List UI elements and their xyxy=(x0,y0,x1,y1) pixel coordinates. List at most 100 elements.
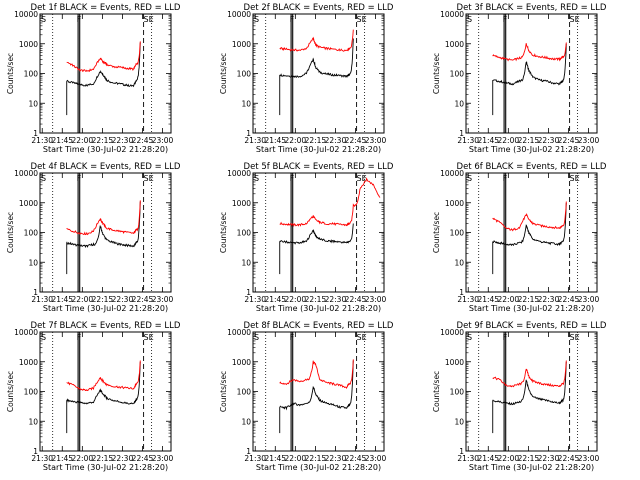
series-line-events xyxy=(492,202,567,247)
x-tick-label: 22:45 xyxy=(345,136,367,145)
plot-frame xyxy=(252,331,385,452)
x-tick-label: 22:45 xyxy=(345,295,367,304)
x-tick-label: 22:00 xyxy=(285,136,307,145)
y-tick-label: 10 xyxy=(28,99,38,108)
x-tick-label: 21:30 xyxy=(244,295,266,304)
chart-panel-3: Det 3f BLACK = Events, RED = LLD 1 10 100 10… xyxy=(432,3,607,154)
series-line-lld xyxy=(279,29,354,52)
x-tick-label: 22:30 xyxy=(538,295,560,304)
marker-s: S xyxy=(254,15,259,24)
y-tick-label: 10000 xyxy=(14,10,38,19)
marker-f: F xyxy=(77,333,82,342)
x-tick-label: 22:45 xyxy=(132,295,154,304)
series-line-lld xyxy=(492,201,567,232)
chart-panel-5: Det 5f BLACK = Events, RED = LLD 1 10 100 10… xyxy=(219,162,394,313)
y-axis-title: Counts/sec xyxy=(219,53,228,94)
plot-frame xyxy=(465,172,598,293)
plot-frame xyxy=(465,13,598,134)
y-tick-label: 10 xyxy=(241,99,251,108)
x-tick-label: 22:00 xyxy=(498,295,520,304)
x-axis-title: Start Time (30-Jul-02 21:28:20) xyxy=(256,304,381,313)
marker-f: F xyxy=(503,333,508,342)
marker-s: S xyxy=(41,333,46,342)
marker-s: S xyxy=(41,15,46,24)
x-tick-label: 21:30 xyxy=(457,295,479,304)
x-tick-label: 22:45 xyxy=(132,454,154,463)
plot-frame xyxy=(39,172,172,293)
x-tick-label: 22:30 xyxy=(325,295,347,304)
x-tick-label: 23:00 xyxy=(365,295,387,304)
y-tick-label: 10000 xyxy=(227,169,251,178)
x-tick-label: 22:45 xyxy=(558,454,580,463)
x-axis-title: Start Time (30-Jul-02 21:28:20) xyxy=(469,145,594,154)
series-line-events xyxy=(66,201,141,249)
x-tick-label: 21:30 xyxy=(31,295,53,304)
y-tick-label: 1000 xyxy=(232,40,251,49)
x-axis-title: Start Time (30-Jul-02 21:28:20) xyxy=(256,463,381,472)
y-tick-label: 10000 xyxy=(440,169,464,178)
series-line-events xyxy=(492,361,567,406)
x-tick-label: 22:00 xyxy=(285,454,307,463)
x-tick-label: 22:00 xyxy=(72,136,94,145)
chart-title: Det 5f BLACK = Events, RED = LLD xyxy=(244,162,394,172)
x-tick-label: 21:30 xyxy=(244,136,266,145)
x-tick-label: 23:00 xyxy=(578,454,600,463)
x-tick-label: 21:30 xyxy=(244,454,266,463)
marker-se: SE xyxy=(144,15,154,24)
x-tick-label: 22:30 xyxy=(325,136,347,145)
x-tick-label: 22:45 xyxy=(132,136,154,145)
chart-title: Det 8f BLACK = Events, RED = LLD xyxy=(244,321,394,331)
y-tick-label: 1000 xyxy=(232,199,251,208)
y-tick-label: 10000 xyxy=(14,169,38,178)
marker-f: F xyxy=(290,15,295,24)
marker-s: S xyxy=(467,333,472,342)
y-axis-title: Counts/sec xyxy=(6,53,15,94)
x-axis-title: Start Time (30-Jul-02 21:28:20) xyxy=(43,145,168,154)
marker-f: F xyxy=(503,174,508,183)
y-axis-title: Counts/sec xyxy=(432,371,441,412)
plot-frame xyxy=(252,13,385,134)
chart-title: Det 9f BLACK = Events, RED = LLD xyxy=(457,321,607,331)
series-line-events xyxy=(279,360,354,411)
y-axis-title: Counts/sec xyxy=(6,371,15,412)
x-tick-label: 22:15 xyxy=(305,295,327,304)
y-tick-label: 10000 xyxy=(14,328,38,337)
marker-s: S xyxy=(467,15,472,24)
y-tick-label: 10000 xyxy=(440,10,464,19)
x-tick-label: 21:45 xyxy=(477,295,499,304)
y-tick-label: 10 xyxy=(454,99,464,108)
y-tick-label: 100 xyxy=(237,229,252,238)
chart-panel-2: Det 2f BLACK = Events, RED = LLD 1 10 100 10… xyxy=(219,3,394,154)
x-tick-label: 22:30 xyxy=(538,454,560,463)
x-axis-title: Start Time (30-Jul-02 21:28:20) xyxy=(43,304,168,313)
series-line-events xyxy=(279,223,354,245)
x-tick-label: 22:30 xyxy=(325,454,347,463)
y-tick-label: 1000 xyxy=(445,40,464,49)
y-tick-label: 1000 xyxy=(445,199,464,208)
x-tick-label: 21:45 xyxy=(51,454,73,463)
y-tick-label: 1 xyxy=(459,447,464,456)
x-tick-label: 23:00 xyxy=(152,136,174,145)
x-tick-label: 22:15 xyxy=(518,295,540,304)
y-tick-label: 100 xyxy=(450,70,465,79)
marker-f: F xyxy=(77,174,82,183)
chart-panel-6: Det 6f BLACK = Events, RED = LLD 1 10 100 10… xyxy=(432,162,607,313)
marker-s: S xyxy=(467,174,472,183)
chart-panel-9: Det 9f BLACK = Events, RED = LLD 1 10 100 10… xyxy=(432,321,607,472)
x-tick-label: 22:15 xyxy=(305,136,327,145)
x-tick-label: 23:00 xyxy=(152,295,174,304)
x-tick-label: 23:00 xyxy=(578,295,600,304)
x-tick-label: 22:30 xyxy=(112,136,134,145)
series-line-lld xyxy=(66,360,141,392)
y-tick-label: 1000 xyxy=(19,199,38,208)
x-tick-label: 22:45 xyxy=(558,136,580,145)
x-tick-label: 23:00 xyxy=(365,454,387,463)
marker-f: F xyxy=(290,333,295,342)
y-tick-label: 10 xyxy=(454,417,464,426)
marker-se: SE xyxy=(357,333,367,342)
y-tick-label: 10 xyxy=(241,258,251,267)
x-tick-label: 22:15 xyxy=(518,454,540,463)
y-tick-label: 100 xyxy=(450,229,465,238)
x-tick-label: 22:30 xyxy=(112,454,134,463)
y-tick-label: 1 xyxy=(459,129,464,138)
